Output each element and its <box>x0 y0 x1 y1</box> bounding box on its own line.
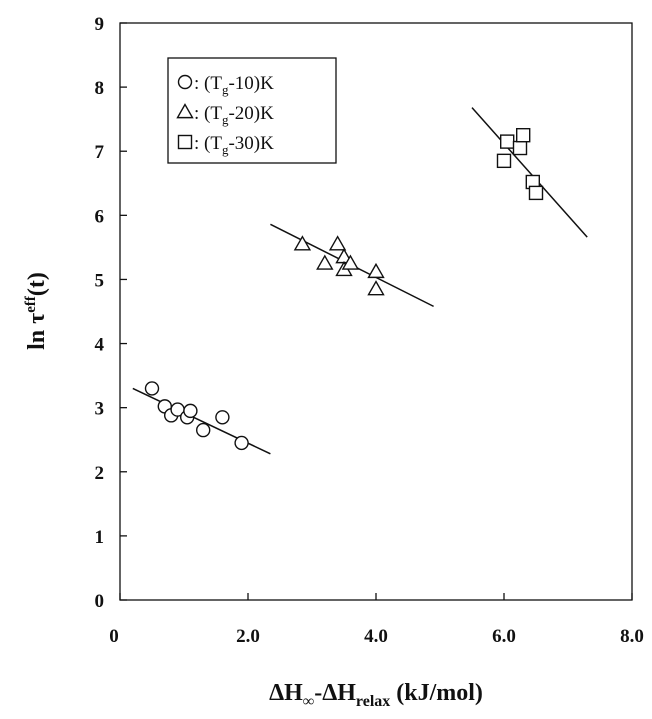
data-point-square <box>528 185 544 201</box>
axis-ticks: 0 1 2 3 4 5 6 7 8 9 0 2.0 4.0 6.0 8.0 <box>95 14 644 647</box>
x-axis-title: ΔH∞-ΔHrelax (kJ/mol) <box>269 680 483 710</box>
y-tick-label: 0 <box>95 591 105 612</box>
data-point-triangle <box>328 235 347 251</box>
x-tick-label: 4.0 <box>364 626 388 647</box>
legend-label: : (Tg-10)K <box>194 73 274 97</box>
x-tick-label: 8.0 <box>620 626 644 647</box>
legend-marker-circle <box>177 74 193 90</box>
x-tick-label: 2.0 <box>236 626 260 647</box>
y-tick-label: 4 <box>95 335 105 356</box>
y-tick-label: 9 <box>95 14 105 35</box>
data-point-square <box>496 153 512 169</box>
fit-line-circle <box>132 387 271 455</box>
data-point-triangle <box>293 235 312 251</box>
legend-marker-square <box>177 134 193 150</box>
legend-label: : (Tg-20)K <box>194 103 274 127</box>
data-point-circle <box>144 381 160 396</box>
data-point-circle <box>183 403 198 419</box>
data-point-triangle <box>367 262 385 279</box>
legend-box <box>167 57 337 164</box>
legend-marker-triangle <box>176 103 194 119</box>
data-point-square <box>512 140 528 156</box>
y-tick-label: 2 <box>95 463 105 484</box>
y-tick-label: 1 <box>95 527 105 548</box>
data-point-triangle <box>341 254 360 270</box>
fit-line-square <box>471 107 588 238</box>
legend-label: : (Tg-30)K <box>194 133 274 157</box>
data-point-triangle <box>367 280 385 296</box>
data-point-circle <box>215 410 230 425</box>
data-point-circle <box>234 435 249 451</box>
y-axis-title: ln τeff(t) <box>23 272 50 350</box>
y-tick-label: 7 <box>95 142 105 163</box>
y-tick-label: 3 <box>95 399 105 420</box>
y-tick-label: 6 <box>95 206 105 227</box>
legend: : (Tg-10)K : (Tg-20)K : (Tg-30)K <box>167 57 337 164</box>
data-point-square <box>516 127 531 143</box>
y-tick-label: 8 <box>95 78 105 99</box>
data-point-square <box>500 134 515 149</box>
data-point-triangle <box>316 254 334 270</box>
y-tick-label: 5 <box>95 270 105 291</box>
data-point-circle <box>195 422 211 438</box>
x-tick-label: 0 <box>109 626 119 647</box>
data-markers <box>144 127 544 451</box>
x-tick-label: 6.0 <box>492 626 516 647</box>
